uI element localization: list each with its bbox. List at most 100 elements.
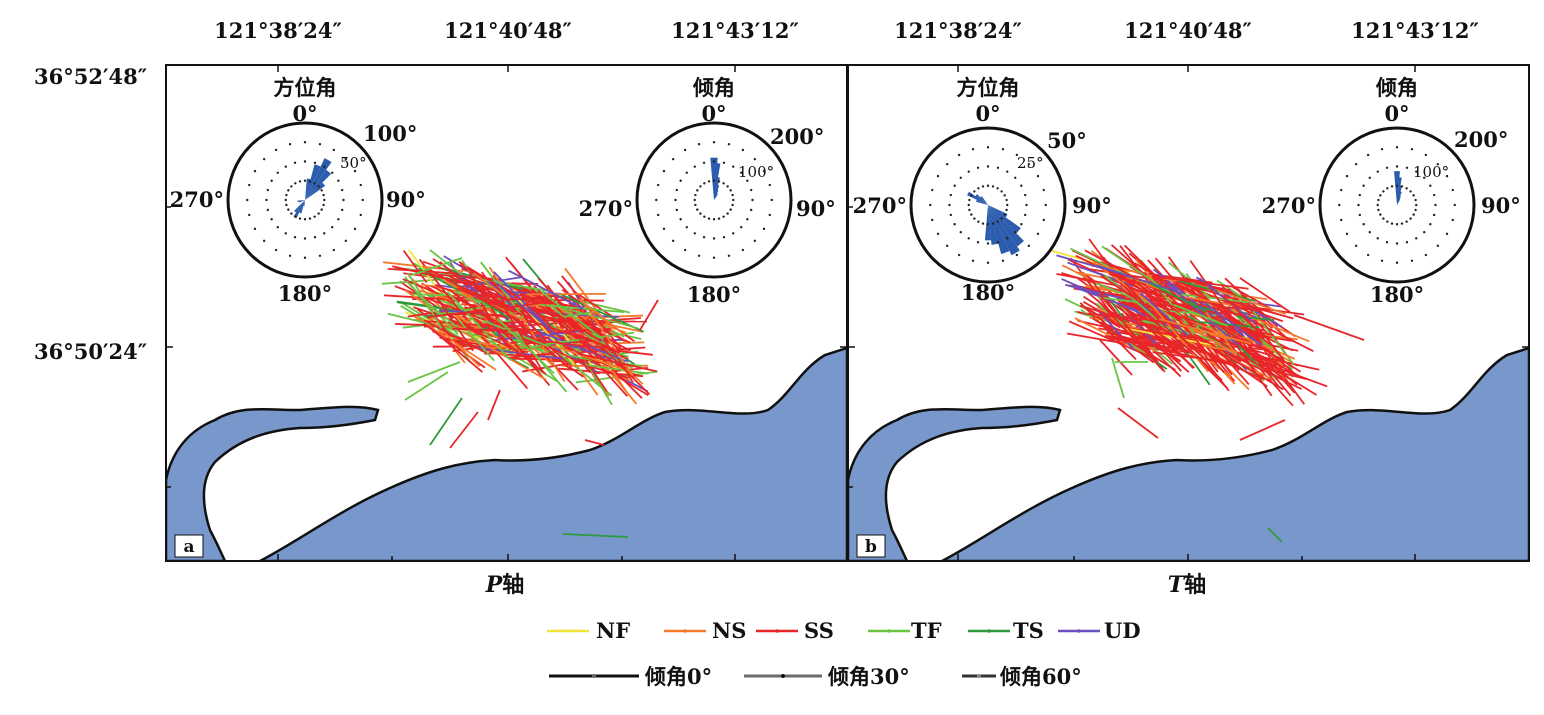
focal-axis-segment — [1084, 249, 1141, 282]
rose-grid-dot — [337, 218, 340, 221]
focal-axis-segment — [1086, 312, 1162, 323]
rose-petal — [299, 200, 305, 214]
rose-grid-dot — [1429, 184, 1432, 187]
rose-grid-dot — [253, 169, 257, 173]
rose-grid-dot — [699, 212, 702, 215]
rose-dip-b: 倾角 0° 90° 270° 180° 200° 100° — [1262, 75, 1521, 307]
rose-petal — [980, 196, 988, 205]
rose-grid-dot — [1385, 240, 1389, 244]
rose-scale-outer: 100° — [363, 121, 417, 146]
rose-grid-dot — [741, 148, 745, 152]
rose-grid-dot — [1432, 193, 1436, 197]
rose-grid-dot — [753, 157, 757, 161]
focal-axis-segment — [496, 344, 547, 352]
rose-grid-dot — [290, 185, 293, 188]
rose-grid-dot — [967, 203, 970, 207]
rose-grid-dot — [1380, 148, 1384, 151]
panel-letter-b: b — [865, 537, 877, 557]
focal-axis-segment — [1101, 266, 1180, 313]
focal-axis-segment — [423, 319, 490, 356]
rose-grid-dot — [696, 208, 699, 211]
rose-grid-dot — [693, 165, 696, 168]
rose-grid-dot — [1380, 259, 1384, 262]
rose-grid-dot — [248, 213, 251, 217]
rose-grid-dot — [722, 215, 725, 218]
rose-grid-dot — [246, 198, 249, 202]
rose-grid-dot — [265, 198, 268, 202]
panel-b: b 方位角 0° 90° 180° 270° 50° 25° 倾角 0° 90°… — [847, 64, 1530, 562]
rose-petal — [294, 200, 305, 213]
rose-grid-dot — [1453, 203, 1456, 207]
rose-grid-dot — [313, 215, 316, 218]
focal-axis-segment — [1151, 305, 1209, 373]
focal-axis-segment — [1192, 286, 1264, 344]
rose-petals — [293, 158, 332, 219]
rose-grid-dot — [1377, 208, 1380, 212]
focal-axis-segment — [429, 249, 463, 276]
rose-grid-dot — [693, 198, 696, 202]
rose-grid-dot — [1405, 220, 1408, 223]
rose-grid-dot — [1415, 237, 1418, 240]
rose-grid-dot — [294, 182, 297, 185]
focal-axis-segment — [1173, 303, 1229, 327]
focal-axis-segment — [423, 322, 486, 369]
rose-grid-dot — [936, 174, 940, 178]
rose-grid-dot — [317, 185, 320, 188]
rose-grid-dot — [331, 226, 334, 229]
focal-axes-a — [381, 249, 659, 538]
rose-grid-dot — [1379, 213, 1382, 216]
focal-axis-segment — [1224, 351, 1303, 390]
rose-petal — [305, 182, 326, 200]
rose-grid-dot — [276, 226, 279, 229]
rose-grid-dot — [977, 220, 980, 223]
focal-axis-segment — [407, 272, 443, 329]
rose-grid-dot — [1000, 217, 1003, 220]
rose-petal — [988, 205, 1008, 218]
legend-label: TF — [911, 618, 942, 643]
rose-petal — [305, 158, 332, 200]
rose-grid-dot — [1025, 203, 1028, 207]
rose-grid-dot — [729, 208, 732, 211]
focal-axis-segment — [548, 306, 595, 355]
focal-axis-segment — [470, 312, 516, 318]
focal-axis-segment — [500, 302, 545, 373]
focal-axis-segment — [427, 309, 487, 319]
focal-axis-segment — [402, 249, 428, 284]
rose-grid-dot — [1000, 190, 1003, 193]
focal-axis-segment — [512, 282, 541, 323]
ticks-a — [166, 65, 847, 561]
rose-grid-dot — [1386, 220, 1389, 223]
focal-axis-segment — [1108, 273, 1147, 286]
legend-item-ss: SS — [756, 618, 834, 643]
focal-axis-segment — [487, 389, 501, 421]
rose-grid-dot — [971, 259, 975, 262]
lat-label-middle: 36°50′24″ — [34, 339, 147, 364]
rose-grid-dot — [1436, 162, 1440, 166]
lon-label-a-3: 121°43′12″ — [671, 18, 799, 43]
rose-azimuth-b: 方位角 0° 90° 180° 270° 50° 25° — [853, 75, 1112, 305]
focal-axis-segment — [381, 276, 466, 285]
rose-grid-dot — [1354, 162, 1358, 166]
rose-grid-dot — [1338, 203, 1341, 207]
rose-grid-dot — [1006, 203, 1009, 207]
rose-grid-dot — [746, 179, 749, 182]
focal-axis-segment — [435, 273, 501, 281]
rose-grid-dot — [298, 217, 302, 220]
focal-axis-segment — [1200, 344, 1238, 353]
focal-axis-segment — [459, 263, 513, 293]
rose-grid-dot — [977, 187, 980, 190]
rose-grid-dot — [1412, 213, 1415, 216]
rose-grid-dot — [1005, 198, 1008, 202]
rose-grid-dot — [929, 203, 932, 207]
rose-grid-dot — [1377, 198, 1380, 202]
rose-petal — [293, 200, 305, 219]
rose-grid-dot — [308, 180, 312, 183]
rose-grid-dot — [699, 185, 702, 188]
panel-letter-box-a — [174, 534, 204, 558]
rose-grid-dot — [303, 179, 307, 182]
rose-title: 倾角 — [1375, 75, 1418, 100]
rose-grid-dot — [662, 227, 666, 231]
rose-grid-dot — [266, 188, 270, 192]
rose-grid-dot — [717, 217, 721, 220]
rose-grid-dot — [971, 148, 975, 151]
